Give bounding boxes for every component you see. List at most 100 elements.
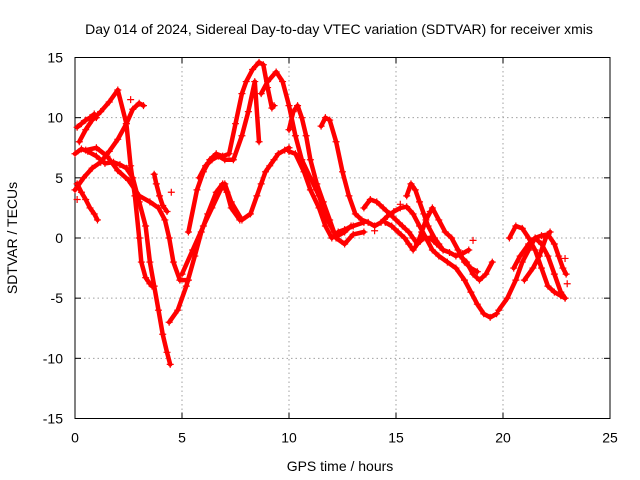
- data-point-marker: [285, 126, 293, 134]
- data-point-marker: [563, 280, 571, 288]
- series-layer: [71, 58, 570, 368]
- data-point-marker: [431, 234, 439, 242]
- data-point-marker: [407, 180, 415, 188]
- data-point-marker: [341, 226, 349, 234]
- data-point-marker: [339, 168, 346, 176]
- data-point-marker: [255, 138, 263, 146]
- data-point-marker: [446, 248, 453, 256]
- x-tick-label: 5: [178, 430, 186, 446]
- series-track-9: [178, 144, 293, 278]
- y-tick-labels: -15 -10 -5 0 5 10 15: [43, 50, 63, 427]
- data-point-marker: [313, 180, 321, 188]
- data-point-marker: [351, 210, 359, 218]
- data-point-marker: [217, 186, 225, 194]
- data-point-marker: [345, 192, 353, 200]
- data-point-marker: [238, 90, 246, 98]
- data-point-marker: [227, 198, 235, 206]
- data-point-marker: [493, 310, 501, 318]
- data-point-marker: [270, 102, 278, 110]
- data-point-marker: [71, 150, 79, 158]
- data-point-marker: [242, 78, 250, 86]
- data-point-marker: [550, 240, 558, 248]
- data-point-marker: [538, 264, 546, 272]
- data-point-marker: [341, 240, 349, 248]
- data-point-marker: [469, 236, 477, 244]
- data-point-marker: [435, 240, 443, 248]
- data-point-marker: [272, 68, 280, 76]
- data-point-marker: [251, 78, 259, 86]
- data-point-marker: [238, 216, 246, 224]
- data-point-marker: [163, 208, 171, 216]
- data-point-marker: [195, 174, 203, 182]
- data-point-marker: [561, 254, 569, 262]
- data-point-marker: [424, 222, 432, 230]
- data-point-marker: [103, 152, 111, 160]
- data-point-marker: [146, 258, 154, 266]
- grid-lines: [75, 57, 610, 419]
- data-point-marker: [531, 234, 539, 242]
- data-point-marker: [411, 186, 419, 194]
- data-point-marker: [122, 120, 130, 128]
- data-point-marker: [105, 98, 113, 106]
- data-point-marker: [202, 162, 210, 170]
- series-track-7: [150, 170, 171, 216]
- data-point-marker: [232, 120, 239, 128]
- data-point-marker: [154, 204, 162, 212]
- series-track-6: [82, 144, 192, 284]
- data-point-marker: [159, 202, 167, 210]
- data-point-marker: [360, 228, 368, 236]
- data-point-marker: [319, 198, 327, 206]
- data-point-marker: [125, 176, 132, 184]
- data-point-marker: [80, 174, 88, 182]
- data-point-marker: [184, 228, 192, 236]
- data-point-marker: [396, 200, 404, 208]
- data-point-marker: [82, 116, 90, 124]
- data-point-marker: [90, 110, 98, 118]
- y-tick-label: 5: [55, 170, 63, 186]
- data-point-marker: [93, 216, 101, 224]
- data-point-marker: [488, 258, 496, 266]
- scatter-points-layer: [73, 96, 571, 288]
- data-point-marker: [279, 78, 287, 86]
- data-point-marker: [392, 216, 400, 224]
- y-tick-label: 15: [47, 50, 63, 66]
- data-point-marker: [349, 222, 357, 230]
- data-point-marker: [116, 161, 124, 169]
- data-point-marker: [166, 360, 174, 368]
- data-point-marker: [465, 246, 473, 254]
- y-tick-label: -15: [43, 411, 63, 427]
- data-point-marker: [127, 162, 135, 170]
- series-trace: [457, 253, 495, 283]
- data-point-marker: [428, 204, 436, 212]
- data-point-marker: [418, 228, 426, 236]
- data-point-marker: [388, 222, 396, 230]
- data-point-marker: [317, 122, 325, 130]
- series-trace: [196, 79, 262, 181]
- data-point-marker: [82, 146, 90, 154]
- data-point-marker: [214, 152, 222, 160]
- data-point-marker: [105, 147, 113, 155]
- data-point-marker: [139, 102, 147, 110]
- data-point-marker: [294, 102, 302, 110]
- data-point-marker: [137, 258, 145, 266]
- x-axis-label: GPS time / hours: [287, 458, 394, 474]
- data-point-marker: [135, 234, 143, 242]
- data-point-marker: [129, 105, 137, 113]
- data-point-marker: [71, 186, 79, 194]
- data-point-marker: [542, 234, 550, 242]
- data-point-marker: [88, 164, 96, 172]
- data-point-marker: [510, 264, 518, 272]
- series-track-22: [510, 230, 570, 278]
- data-point-marker: [229, 156, 237, 164]
- data-point-marker: [154, 306, 162, 314]
- series-track-17: [381, 218, 473, 260]
- data-point-marker: [401, 234, 409, 242]
- data-point-marker: [360, 204, 368, 212]
- data-point-marker: [443, 258, 451, 266]
- data-point-marker: [403, 203, 411, 211]
- data-point-marker: [257, 180, 265, 188]
- data-point-marker: [253, 192, 261, 200]
- data-point-marker: [291, 132, 299, 140]
- data-point-marker: [531, 246, 539, 254]
